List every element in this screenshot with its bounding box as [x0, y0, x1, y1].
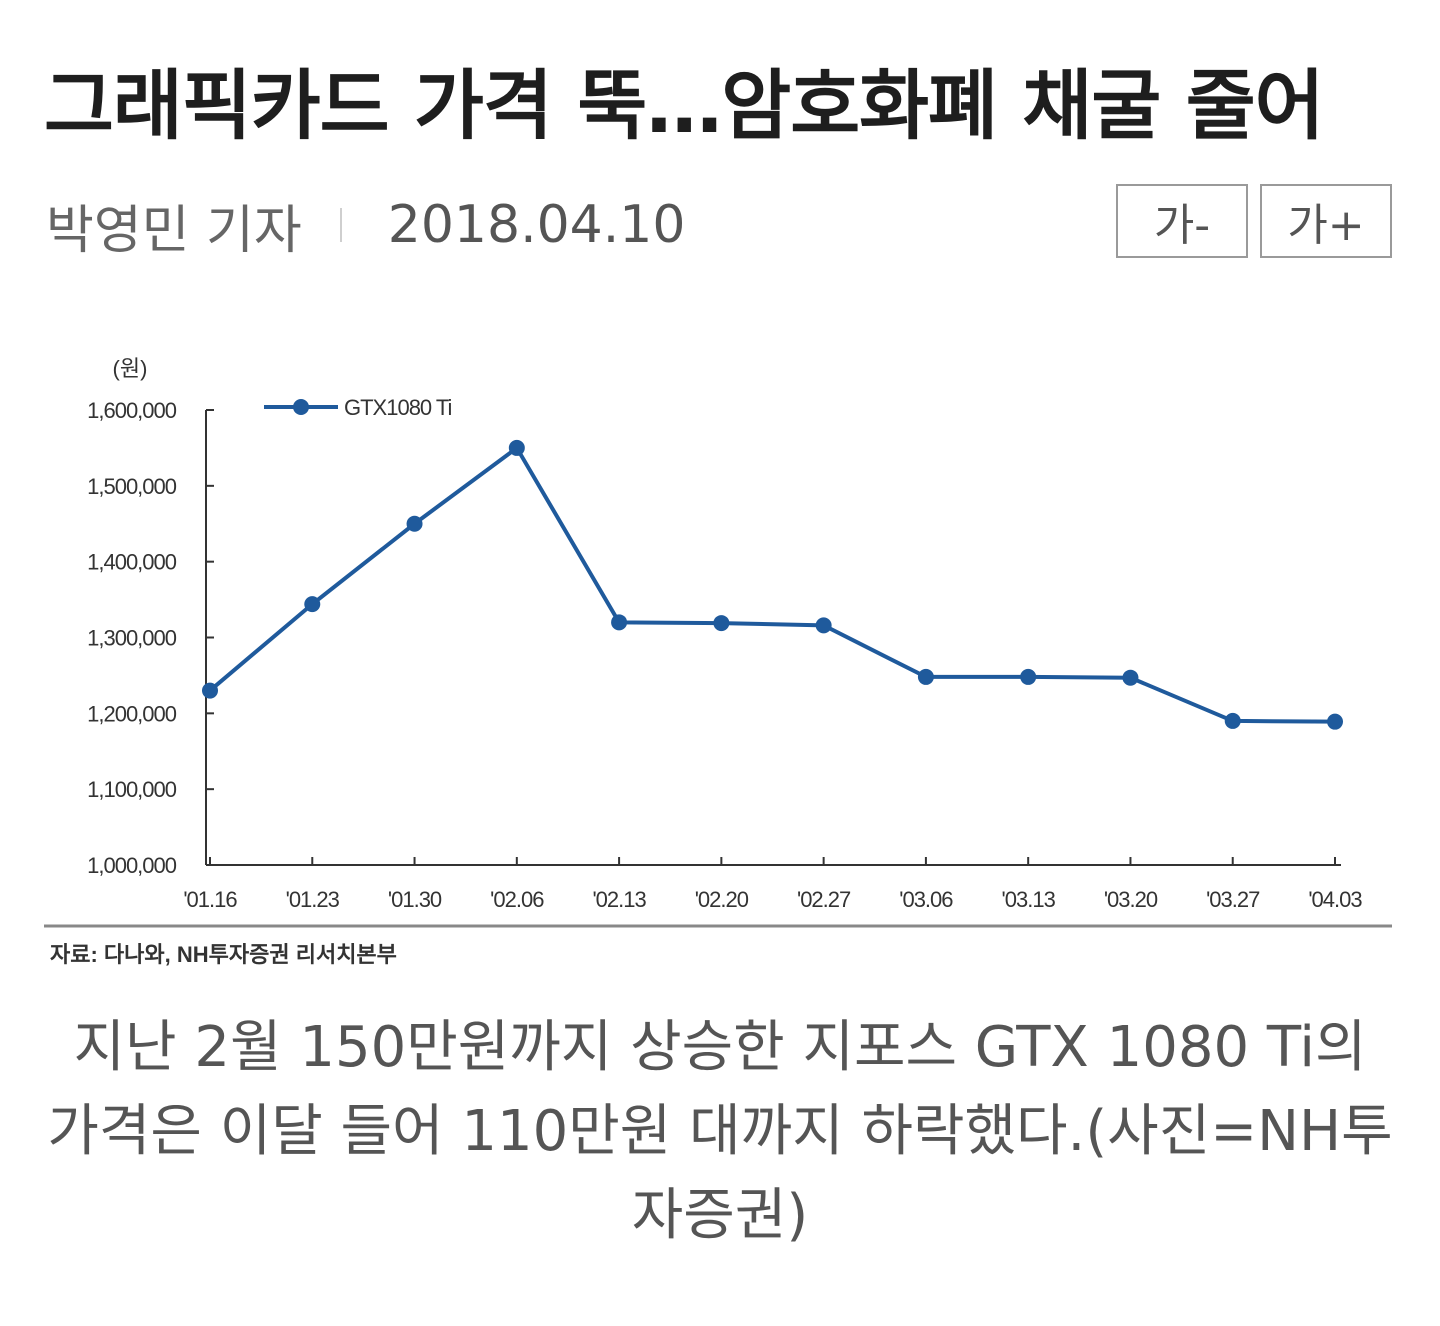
- font-size-increase-button[interactable]: 가+: [1260, 184, 1392, 258]
- font-size-decrease-button[interactable]: 가-: [1116, 184, 1248, 258]
- data-point: [815, 617, 832, 634]
- x-tick-label: '04.03: [1308, 887, 1362, 912]
- x-tick-label: '01.30: [388, 887, 442, 912]
- data-point: [713, 615, 730, 632]
- x-tick-label: '02.06: [490, 887, 544, 912]
- figure-caption: 지난 2월 150만원까지 상승한 지포스 GTX 1080 Ti의 가격은 이…: [47, 1015, 1393, 1248]
- data-point: [1122, 669, 1139, 686]
- x-tick-label: '01.16: [183, 887, 237, 912]
- data-point: [202, 682, 218, 699]
- publish-date: 2018.04.10: [387, 195, 686, 255]
- legend-marker: [293, 399, 309, 415]
- x-tick-label: '02.20: [695, 887, 749, 912]
- x-tick-label: '02.27: [797, 887, 851, 912]
- byline-divider: [339, 208, 342, 242]
- price-chart: (원) 1,000,000 1,100,000 1,200,000 1,300,000 1…: [44, 356, 1392, 967]
- legend-label: GTX1080 Ti: [344, 395, 452, 420]
- y-unit-label: (원): [113, 356, 148, 381]
- y-tick-label: 1,200,000: [87, 701, 177, 726]
- y-tick-label: 1,000,000: [87, 853, 177, 878]
- x-tick-label: '01.23: [286, 887, 340, 912]
- x-tick-label: '02.13: [592, 887, 646, 912]
- data-point: [611, 614, 628, 631]
- article-headline: 그래픽카드 가격 뚝…암호화폐 채굴 줄어: [44, 61, 1325, 150]
- data-point: [917, 668, 934, 685]
- figure-source: 자료: 다나와, NH투자증권 리서치본부: [50, 942, 397, 967]
- y-tick-label: 1,400,000: [87, 550, 177, 575]
- series-line: [208, 444, 1336, 724]
- y-tick-label: 1,300,000: [87, 626, 177, 651]
- data-point: [1224, 712, 1241, 729]
- data-point: [508, 439, 525, 456]
- y-tick-label: 1,600,000: [87, 398, 177, 423]
- data-point: [304, 596, 321, 613]
- y-tick-label: 1,500,000: [87, 474, 177, 499]
- x-tick-label: '03.20: [1104, 887, 1158, 912]
- byline: 박영민 기자 2018.04.10: [46, 190, 686, 261]
- y-tick-label: 1,100,000: [87, 777, 177, 802]
- x-tick-label: '03.27: [1206, 887, 1260, 912]
- data-point: [406, 515, 423, 532]
- x-tick-label: '03.13: [1002, 887, 1056, 912]
- data-point: [1327, 713, 1343, 730]
- reporter-name: 박영민 기자: [46, 200, 302, 261]
- data-point: [1020, 668, 1037, 685]
- x-tick-label: '03.06: [899, 887, 953, 912]
